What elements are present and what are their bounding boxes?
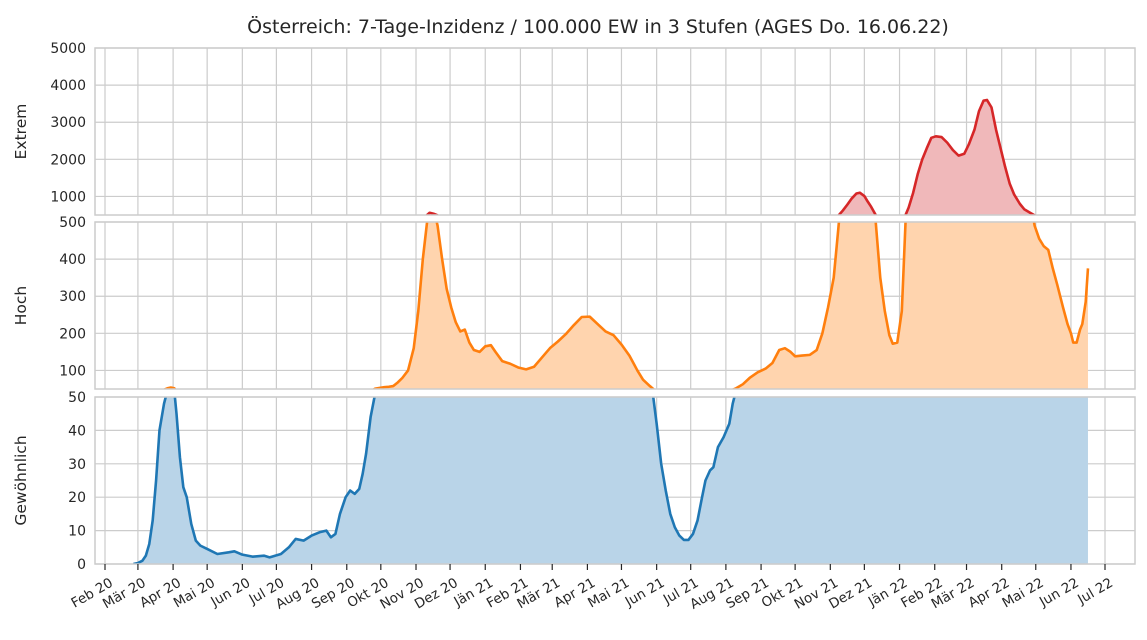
frame-extreme bbox=[94, 47, 1136, 216]
y-tick-label: 100 bbox=[59, 363, 86, 379]
area-normal bbox=[133, 397, 1088, 564]
y-tick-label: 200 bbox=[59, 326, 86, 342]
y-tick-label: 50 bbox=[68, 390, 86, 406]
y-tick-label: 30 bbox=[68, 457, 86, 473]
x-tick-label: Jun 21 bbox=[622, 575, 668, 611]
panels: 10002000300040005000Extrem10020030040050… bbox=[12, 41, 1136, 573]
data-normal bbox=[133, 397, 1088, 564]
x-tick-label: Jun 20 bbox=[207, 575, 253, 611]
y-tick-label: 400 bbox=[59, 252, 86, 268]
y-tick-label: 3000 bbox=[50, 115, 86, 131]
y-tick-label: 0 bbox=[77, 557, 86, 573]
y-axis-label-extreme: Extrem bbox=[12, 104, 30, 160]
frame-high bbox=[94, 221, 1136, 390]
y-axis-label-high: Hoch bbox=[12, 286, 30, 325]
data-high bbox=[162, 222, 1090, 389]
area-extreme bbox=[427, 99, 1034, 215]
y-tick-label: 300 bbox=[59, 289, 86, 305]
data-extreme bbox=[425, 98, 1039, 215]
y-tick-label: 2000 bbox=[50, 152, 86, 168]
x-tick-label: Jun 22 bbox=[1036, 575, 1082, 611]
panel-extreme: 1000 2000 3000 4000 5000 Extrem bbox=[12, 41, 1136, 216]
line-extreme bbox=[425, 98, 1039, 215]
y-tick-label: 5000 bbox=[50, 41, 86, 57]
frame-normal bbox=[94, 396, 1136, 565]
line-normal bbox=[133, 397, 736, 564]
chart-title: Österreich: 7-Tage-Inzidenz / 100.000 EW… bbox=[247, 15, 949, 38]
x-tick-label: Jul 22 bbox=[1074, 575, 1116, 608]
y-tick-label: 20 bbox=[68, 490, 86, 506]
panel-high: 100 200 300 400 500 Hoch bbox=[12, 215, 1136, 390]
y-tick-label: 1000 bbox=[50, 189, 86, 205]
y-tick-label: 4000 bbox=[50, 78, 86, 94]
area-high bbox=[165, 222, 1088, 389]
y-tick-label: 10 bbox=[68, 524, 86, 540]
panel-normal: 0 10 20 30 40 50 Gewöhnlich bbox=[12, 390, 1136, 573]
y-axis-label-normal: Gewöhnlich bbox=[12, 435, 30, 525]
y-tick-label: 40 bbox=[68, 423, 86, 439]
y-tick-label: 500 bbox=[59, 215, 86, 231]
